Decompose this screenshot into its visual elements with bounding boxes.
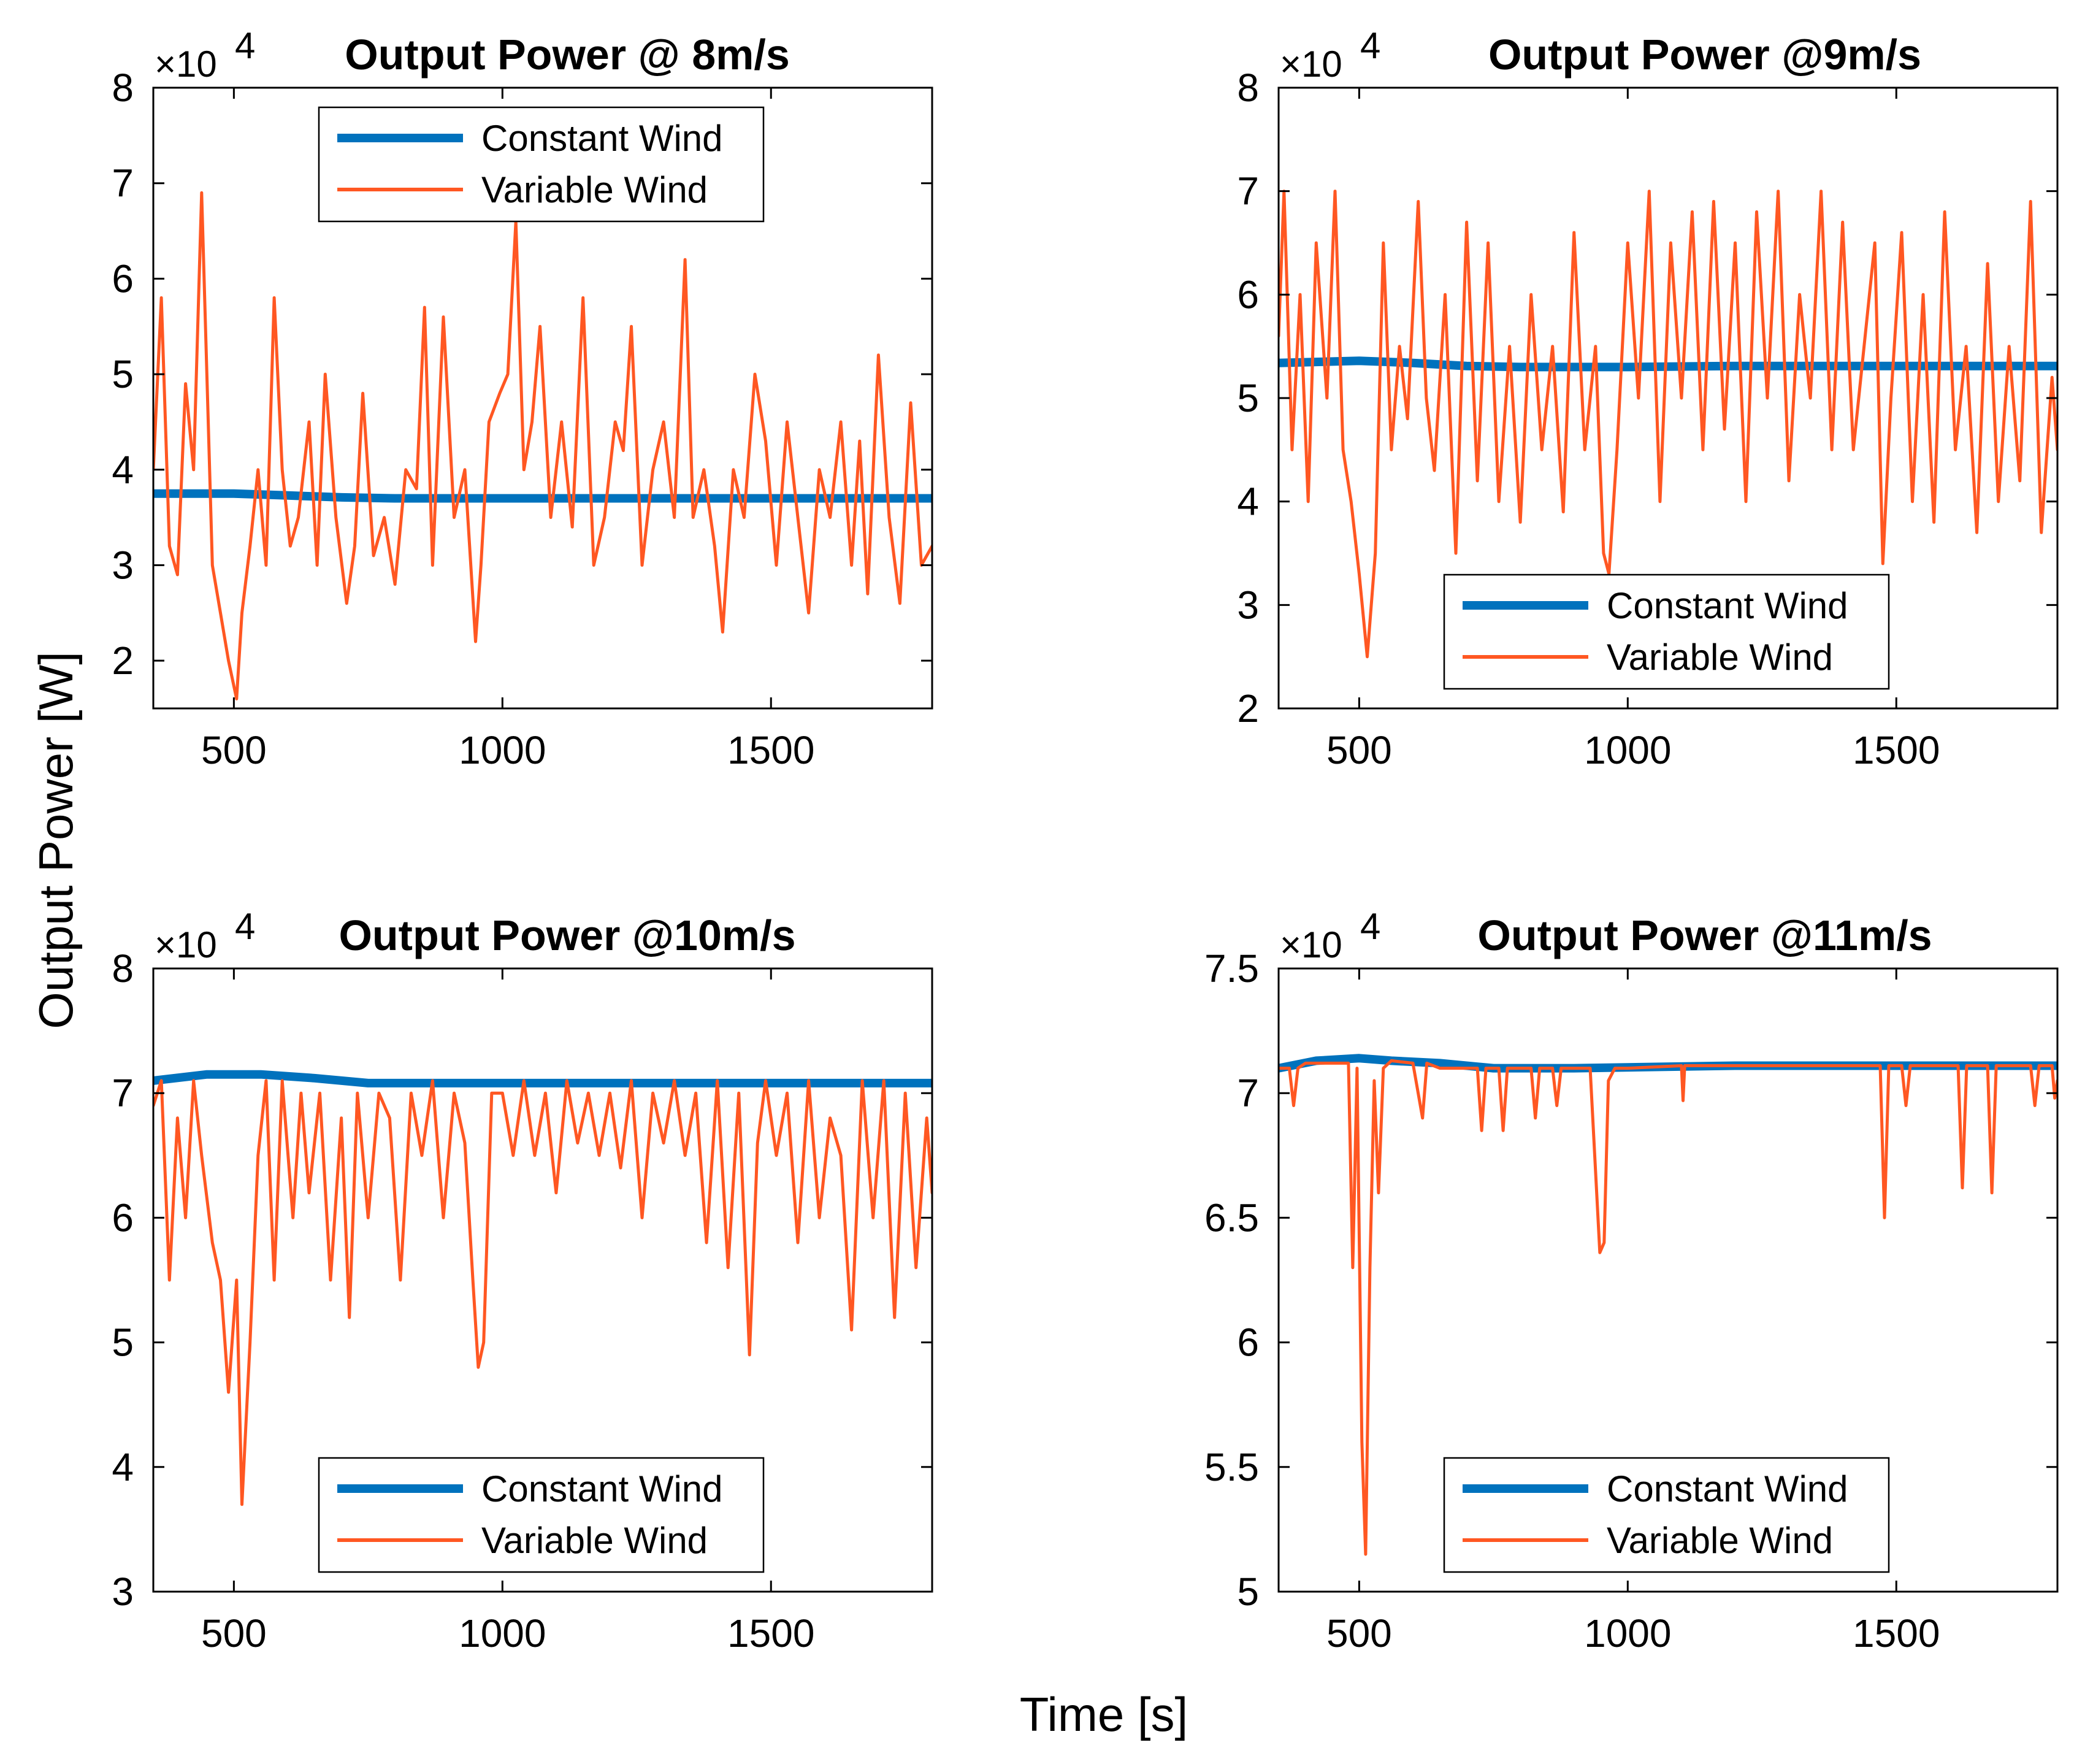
legend: Constant Wind Variable Wind [318, 106, 765, 223]
exponent-base: ×10 [1280, 44, 1342, 85]
series-line-variable-wind [1279, 1059, 2057, 1556]
x-tick-label: 1000 [1584, 728, 1671, 772]
chart-panel-2: 500 1000 1500 2 3 4 5 6 7 8 ×10 4 Output Power @9m/s… [1237, 25, 2059, 772]
axes-box [152, 967, 933, 1593]
exponent-power: 4 [235, 906, 255, 947]
y-tick-label: 6 [112, 256, 134, 301]
chart-title: Output Power @11m/s [1477, 911, 1932, 959]
y-tick-label: 6 [1237, 272, 1259, 316]
chart-panel-4: 500 1000 1500 5 5.5 6 6.5 7 7.5 ×10 4 Output Power … [1204, 906, 2059, 1655]
chart-panel-1: 500 1000 1500 2 3 4 5 6 7 8 ×10 4 Output Power @ 8m/… [112, 25, 933, 772]
x-tick-label: 500 [201, 728, 267, 772]
legend-label: Variable Wind [1607, 637, 1833, 678]
y-tick-label: 3 [112, 1570, 134, 1614]
series-group [1279, 190, 2057, 659]
axes-box [152, 86, 933, 710]
legend: Constant Wind Variable Wind [318, 1457, 765, 1573]
y-tick-label: 2 [1237, 686, 1259, 731]
legend-box [318, 1457, 765, 1573]
figure-xlabel: Time [s] [1020, 1687, 1188, 1741]
y-tick-label: 6 [1237, 1321, 1259, 1365]
y-tick-label: 7 [112, 161, 134, 205]
series-line-variable-wind [1279, 190, 2057, 659]
y-tick-label: 3 [1237, 583, 1259, 627]
y-tick-label: 5 [1237, 1570, 1259, 1614]
legend-box [1443, 1457, 1890, 1573]
y-tick-label: 5.5 [1204, 1445, 1259, 1489]
legend-box [1443, 573, 1890, 690]
legend-label: Constant Wind [1607, 585, 1848, 626]
legend-box [318, 106, 765, 223]
legend-label: Variable Wind [1607, 1520, 1833, 1561]
series-line-constant-wind [153, 489, 932, 503]
y-tick-label: 8 [112, 66, 134, 110]
legend: Constant Wind Variable Wind [1443, 573, 1890, 690]
chart-panel-3: 500 1000 1500 3 4 5 6 7 8 ×10 4 Output Power @10m/s… [112, 906, 933, 1655]
exponent-base: ×10 [1280, 924, 1342, 965]
series-line-variable-wind [153, 1079, 932, 1506]
y-tick-label: 7 [1237, 169, 1259, 213]
legend-label: Variable Wind [481, 1520, 708, 1561]
y-tick-label: 4 [112, 448, 134, 492]
exponent-base: ×10 [155, 44, 217, 85]
y-tick-label: 7.5 [1204, 946, 1259, 991]
x-tick-label: 1500 [727, 1611, 814, 1655]
y-tick-label: 4 [1237, 480, 1259, 524]
chart-title: Output Power @10m/s [339, 911, 795, 959]
exponent-power: 4 [1360, 906, 1380, 947]
x-tick-label: 1000 [459, 728, 546, 772]
x-tick-label: 500 [1326, 728, 1392, 772]
y-tick-label: 5 [1237, 376, 1259, 420]
chart-title: Output Power @ 8m/s [345, 31, 790, 79]
x-tick-label: 500 [1326, 1611, 1392, 1655]
y-tick-label: 4 [112, 1445, 134, 1489]
axes-box [1277, 967, 2059, 1593]
y-tick-label: 7 [112, 1071, 134, 1115]
x-tick-label: 1500 [1853, 728, 1940, 772]
series-line-constant-wind [1279, 356, 2057, 372]
y-tick-label: 3 [112, 543, 134, 587]
series-group [153, 1070, 932, 1506]
exponent-power: 4 [1360, 25, 1380, 66]
figure-ylabel: Output Power [W] [29, 651, 83, 1029]
chart-title: Output Power @9m/s [1488, 31, 1921, 79]
y-tick-label: 5 [112, 1321, 134, 1365]
x-tick-label: 1000 [1584, 1611, 1671, 1655]
x-tick-label: 500 [201, 1611, 267, 1655]
y-tick-label: 6.5 [1204, 1195, 1259, 1240]
y-tick-label: 7 [1237, 1071, 1259, 1115]
panels-group: 500 1000 1500 2 3 4 5 6 7 8 ×10 4 Output Power @ 8m/… [112, 25, 2059, 1655]
y-tick-label: 6 [112, 1195, 134, 1240]
x-tick-label: 1500 [1853, 1611, 1940, 1655]
exponent-base: ×10 [155, 924, 217, 965]
y-tick-label: 2 [112, 638, 134, 683]
y-tick-label: 5 [112, 352, 134, 396]
series-group [1279, 1054, 2057, 1556]
x-tick-label: 1500 [727, 728, 814, 772]
y-tick-label: 8 [112, 946, 134, 991]
legend-label: Variable Wind [481, 169, 708, 210]
y-tick-label: 8 [1237, 66, 1259, 110]
legend-label: Constant Wind [481, 1468, 723, 1509]
exponent-power: 4 [235, 25, 255, 66]
x-tick-label: 1000 [459, 1611, 546, 1655]
legend: Constant Wind Variable Wind [1443, 1457, 1890, 1573]
legend-label: Constant Wind [481, 118, 723, 159]
legend-label: Constant Wind [1607, 1468, 1848, 1509]
